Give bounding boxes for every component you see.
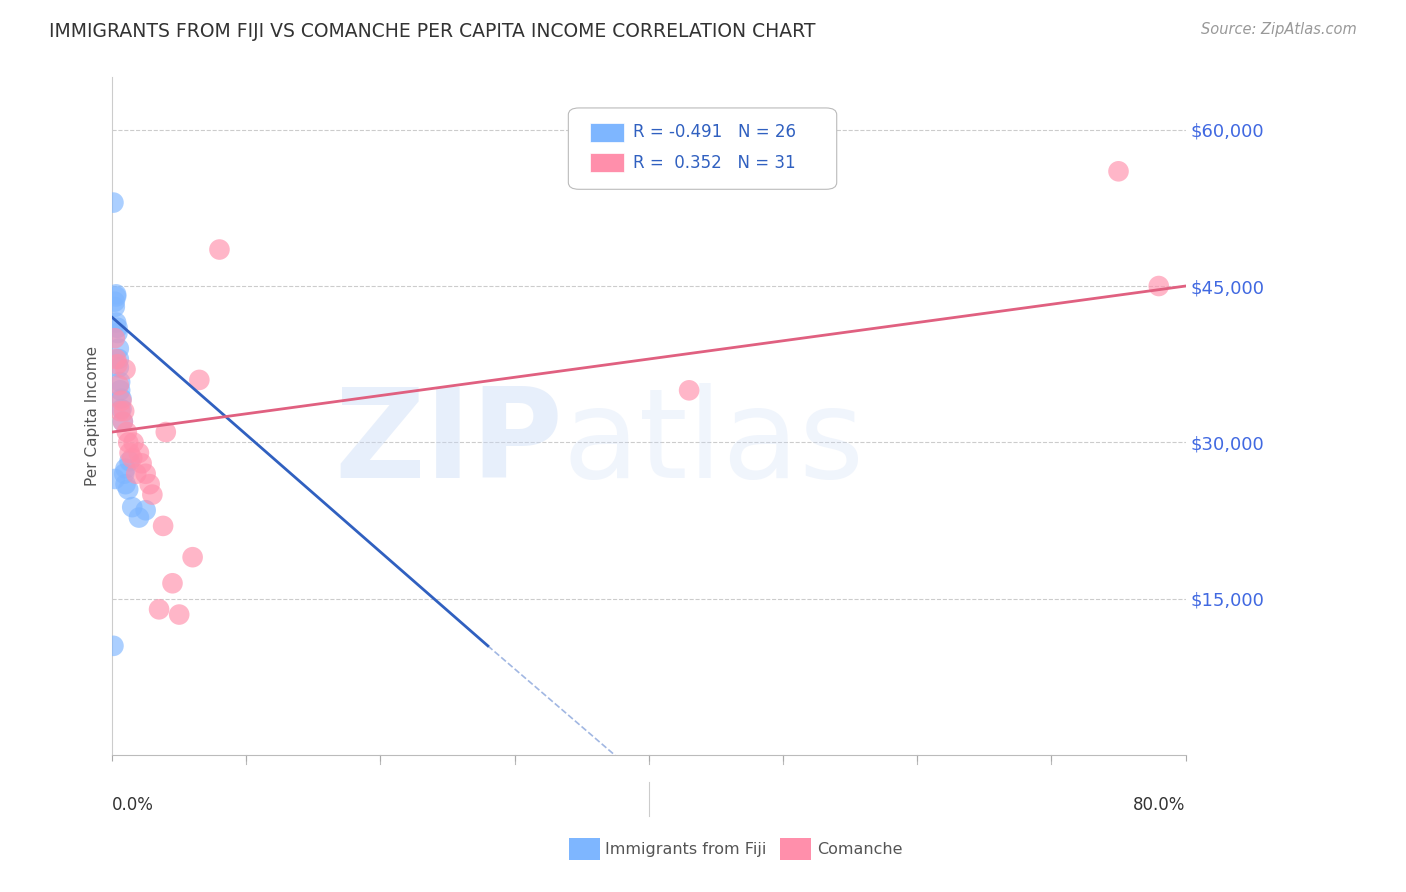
Point — [135, 467, 157, 481]
Y-axis label: Per Capita Income: Per Capita Income — [86, 346, 100, 486]
Point — [108, 375, 131, 389]
Text: 80.0%: 80.0% — [1133, 796, 1185, 814]
Point — [155, 425, 177, 439]
Point — [105, 352, 128, 367]
Point — [188, 373, 211, 387]
Point — [115, 425, 138, 439]
Point — [135, 503, 157, 517]
Point — [110, 392, 132, 406]
Point — [152, 519, 174, 533]
Text: atlas: atlas — [562, 383, 865, 504]
Point — [114, 461, 136, 475]
Point — [117, 483, 139, 497]
Point — [107, 320, 129, 334]
Point — [162, 576, 184, 591]
Point — [103, 195, 125, 210]
Text: 0.0%: 0.0% — [112, 796, 155, 814]
Point — [1147, 279, 1170, 293]
Point — [141, 488, 163, 502]
Text: Comanche: Comanche — [817, 842, 903, 856]
Point — [138, 477, 160, 491]
Point — [118, 454, 141, 468]
FancyBboxPatch shape — [568, 108, 837, 189]
Point — [107, 357, 129, 371]
Point — [108, 384, 131, 398]
Point — [125, 467, 148, 481]
Point — [107, 326, 129, 340]
Point — [104, 472, 127, 486]
Point — [104, 294, 127, 309]
Point — [111, 415, 134, 429]
Text: R =  0.352   N = 31: R = 0.352 N = 31 — [633, 153, 796, 172]
Point — [122, 435, 145, 450]
Point — [105, 289, 128, 303]
Point — [114, 477, 136, 491]
Text: Immigrants from Fiji: Immigrants from Fiji — [605, 842, 766, 856]
Point — [181, 550, 204, 565]
Point — [108, 378, 131, 392]
Point — [104, 300, 127, 314]
Point — [112, 404, 135, 418]
Point — [128, 510, 150, 524]
Text: R = -0.491   N = 26: R = -0.491 N = 26 — [633, 123, 796, 141]
Text: Source: ZipAtlas.com: Source: ZipAtlas.com — [1201, 22, 1357, 37]
Point — [108, 352, 131, 367]
Point — [148, 602, 170, 616]
Point — [208, 243, 231, 257]
Point — [678, 384, 700, 398]
Point — [105, 287, 128, 301]
Point — [117, 435, 139, 450]
Point — [108, 404, 131, 418]
Point — [128, 446, 150, 460]
Bar — [589, 153, 624, 172]
Point — [121, 500, 143, 515]
Point — [110, 393, 132, 408]
Bar — [589, 123, 624, 142]
Point — [105, 316, 128, 330]
Text: IMMIGRANTS FROM FIJI VS COMANCHE PER CAPITA INCOME CORRELATION CHART: IMMIGRANTS FROM FIJI VS COMANCHE PER CAP… — [49, 22, 815, 41]
Point — [131, 456, 153, 470]
Point — [118, 446, 141, 460]
Point — [111, 415, 134, 429]
Point — [121, 451, 143, 466]
Point — [1108, 164, 1130, 178]
Point — [108, 342, 131, 356]
Point — [112, 467, 135, 481]
Point — [110, 402, 132, 417]
Point — [103, 639, 125, 653]
Point — [167, 607, 190, 622]
Text: ZIP: ZIP — [335, 383, 562, 504]
Point — [114, 362, 136, 376]
Point — [104, 331, 127, 345]
Point — [108, 360, 131, 375]
